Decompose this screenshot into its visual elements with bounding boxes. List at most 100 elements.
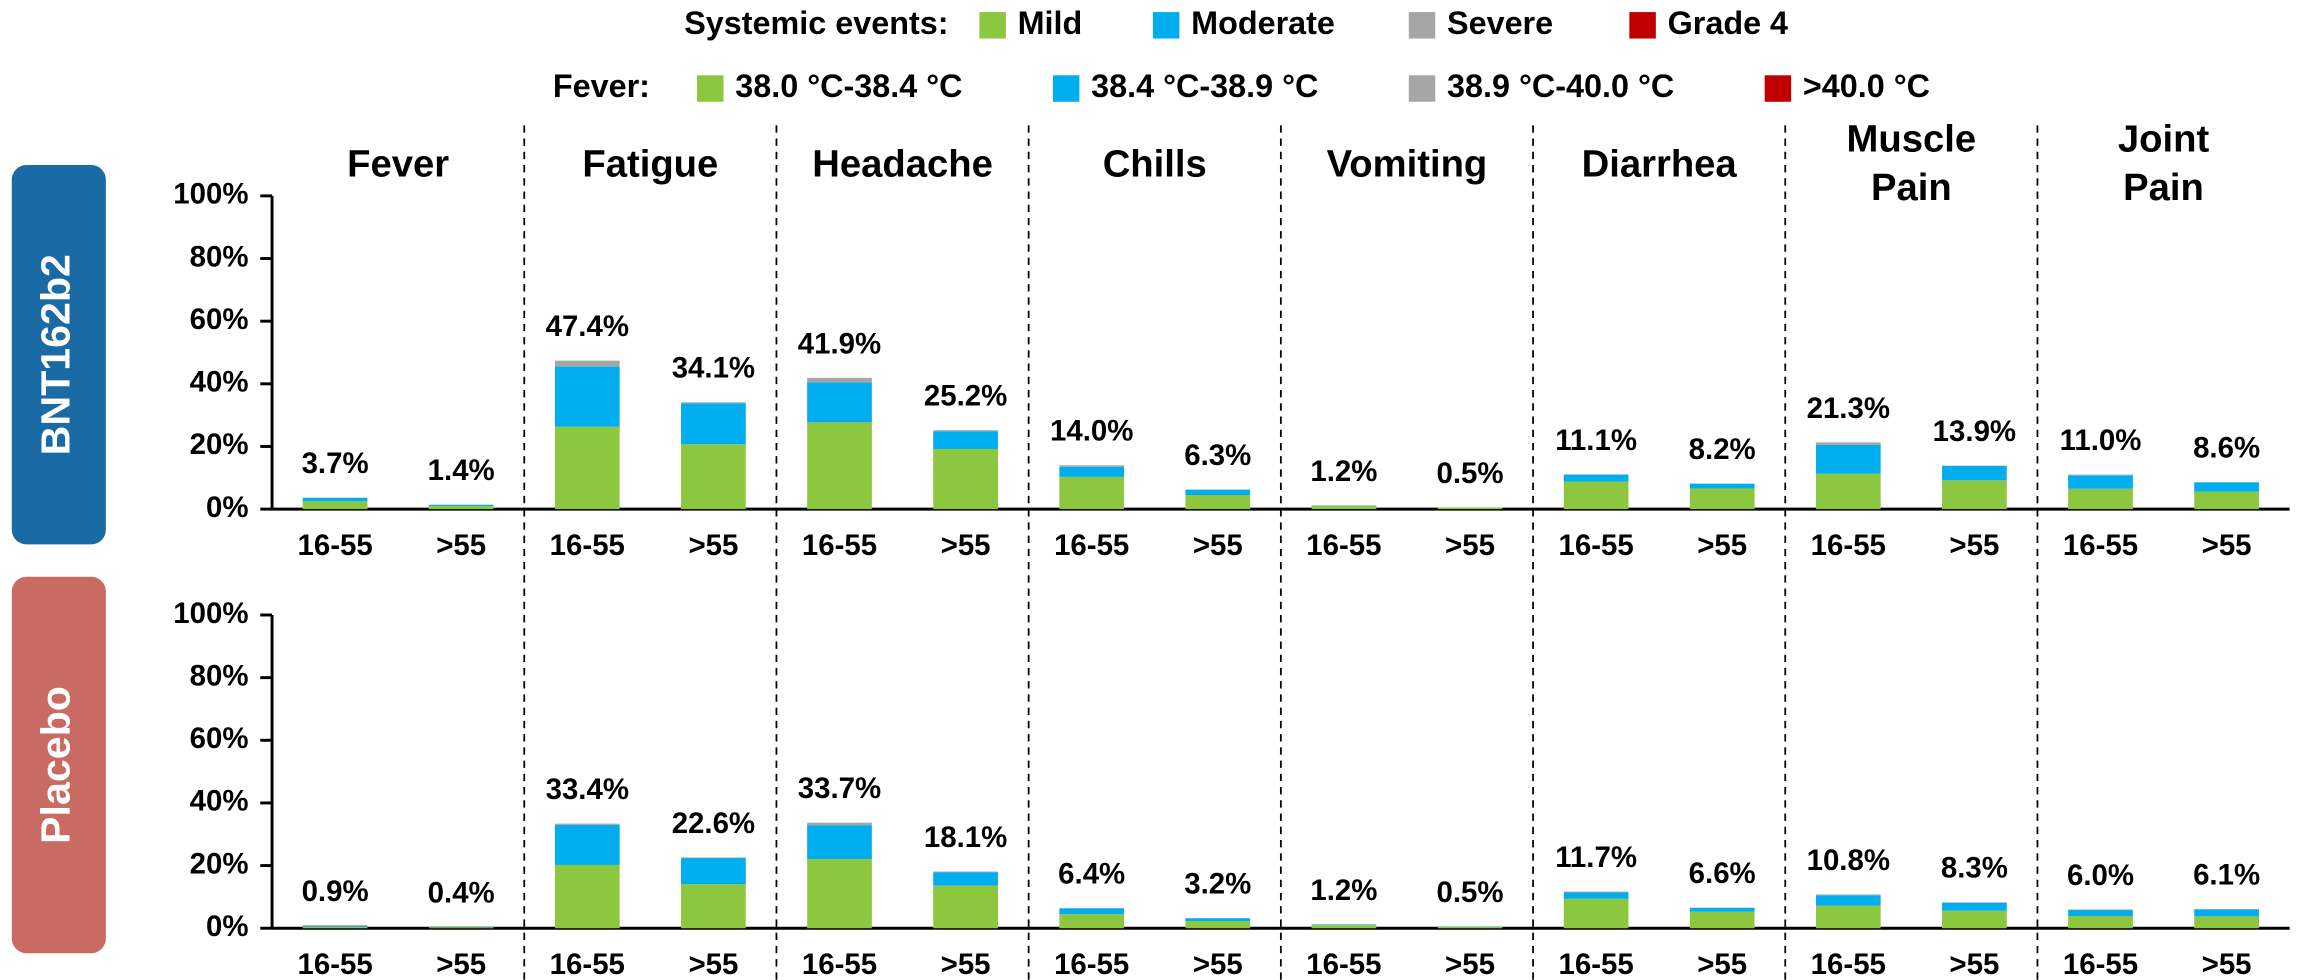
bar-segment [2068,475,2133,489]
bar-segment [428,927,494,929]
legend-swatch [697,75,724,102]
bar-segment [1942,902,2007,903]
group-title: Diarrhea [1582,143,1738,186]
bar-segment [1059,465,1125,467]
total-label: 22.6% [672,807,755,840]
total-label: 11.7% [1555,841,1637,874]
bar-segment [1185,489,1251,496]
total-label: 0.9% [302,875,369,908]
bar-segment [1689,488,1755,510]
bar-segment [2194,909,2259,917]
bar-segment [1689,483,1755,489]
bar-segment [1185,918,1251,922]
x-tick-label: >55 [436,529,486,562]
bar-segment [554,426,620,510]
bar-segment [1815,473,1881,510]
bar-segment [302,497,368,502]
x-tick-label: >55 [2202,948,2252,980]
bar-segment [681,884,746,929]
legend-label: Mild [1018,5,1083,41]
legend-title: Fever: [553,68,650,104]
bar-segment [1185,495,1251,510]
bar-segment [2068,474,2133,476]
legend-label: 38.0 °C-38.4 °C [735,68,962,104]
bar-segment [933,430,998,432]
bar-segment [807,859,872,929]
bar-segment [554,824,620,865]
total-label: 1.2% [1310,455,1377,488]
total-label: 6.4% [1058,858,1125,891]
x-tick-label: 16-55 [297,529,372,562]
y-tick-label: 40% [190,785,249,818]
total-label: 0.4% [428,876,495,909]
y-tick-label: 20% [190,428,249,461]
bar-segment [1942,902,2007,911]
x-tick-label: 16-55 [802,529,877,562]
bar-segment [933,871,998,873]
y-tick-label: 60% [190,303,249,336]
legend-swatch [1629,12,1656,39]
total-label: 34.1% [672,352,755,385]
bar-segment [1815,905,1881,929]
group-title: Chills [1103,143,1207,186]
bar-segment [302,926,368,927]
bar-segment [933,448,998,510]
bar-segment [807,422,872,510]
total-label: 6.3% [1184,439,1251,472]
bar-segment [807,825,872,860]
total-label: 6.6% [1689,857,1756,890]
bar-segment [1942,480,2007,510]
x-tick-label: 16-55 [1054,529,1129,562]
bar-segment [1437,507,1503,510]
x-tick-label: >55 [1193,529,1243,562]
total-label: 6.0% [2067,859,2134,892]
total-label: 0.5% [1436,876,1503,909]
bar-segment [933,872,998,886]
x-tick-label: 16-55 [802,948,877,980]
y-tick-label: 0% [206,910,249,943]
bar-segment [1563,891,1629,893]
panel-label-box [11,576,106,954]
bar-segment [1059,466,1125,477]
total-label: 11.1% [1555,424,1637,457]
legend-swatch [1764,75,1792,102]
bar-segment [933,885,998,929]
bar-segment [681,403,746,445]
panel-label-box [11,165,106,545]
bar-segment [1311,924,1377,926]
bar-segment [807,382,872,423]
group-title: Fatigue [582,143,718,186]
panel-label: Placebo [33,686,79,844]
x-tick-label: >55 [1949,948,1999,980]
total-label: 18.1% [924,821,1007,854]
bar-segment [933,431,998,449]
total-label: 33.7% [798,772,881,805]
legend-swatch [979,12,1006,39]
total-label: 1.2% [1310,874,1377,907]
bar-segment [2068,488,2133,510]
legend-label: >40.0 °C [1803,68,1930,104]
bar-segment [2194,482,2259,492]
group-title: Joint Pain [2118,118,2210,210]
bar-segment [2194,491,2259,510]
legend-label: 38.4 °C-38.9 °C [1091,68,1318,104]
bar-segment [1815,442,1881,445]
total-label: 41.9% [798,327,881,360]
bar-segment [1815,894,1881,896]
bar-segment [1185,921,1251,929]
x-tick-label: >55 [1445,948,1495,980]
bar-segment [1563,474,1629,482]
total-label: 11.0% [2060,424,2142,457]
total-label: 10.8% [1807,844,1890,877]
x-tick-label: >55 [688,948,738,980]
bar-segment [681,402,746,404]
x-tick-label: 16-55 [2063,948,2138,980]
bar-segment [1689,911,1755,929]
total-label: 6.1% [2193,859,2260,892]
bar-segment [1059,908,1125,915]
x-tick-label: >55 [2202,529,2252,562]
bar-segment [1942,465,2007,481]
legend-label: Grade 4 [1668,5,1788,41]
bar-segment [1942,910,2007,929]
